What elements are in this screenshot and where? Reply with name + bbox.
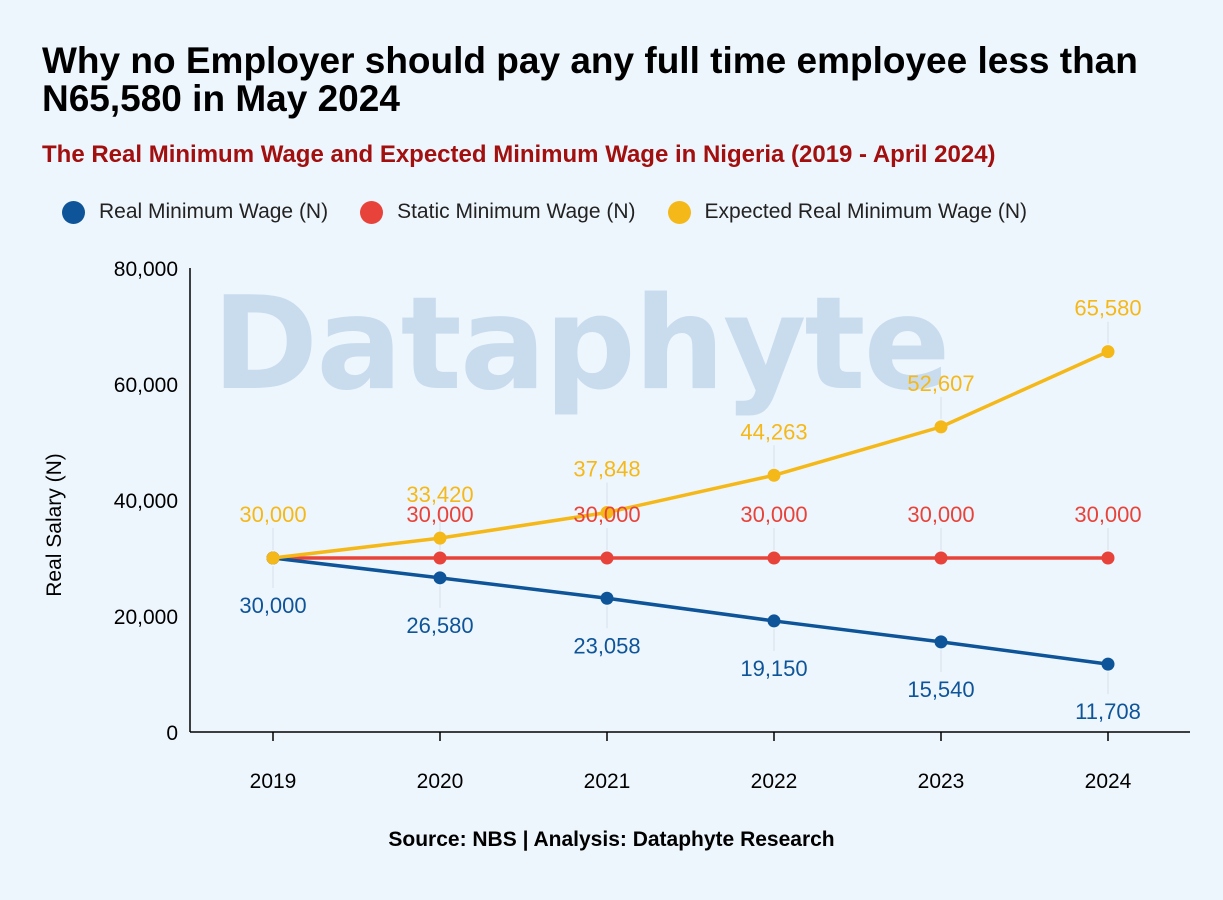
data-point-0 xyxy=(934,635,948,649)
legend-item-expected[interactable]: Expected Real Minimum Wage (N) xyxy=(667,200,1028,224)
data-point-2 xyxy=(934,420,948,434)
data-label-1: 30,000 xyxy=(573,502,640,527)
legend-label-real: Real Minimum Wage (N) xyxy=(99,200,329,223)
chart-subtitle: The Real Minimum Wage and Expected Minim… xyxy=(42,141,996,168)
data-point-1 xyxy=(433,551,447,565)
data-label-0: 15,540 xyxy=(907,677,974,702)
data-label-2: 33,420 xyxy=(406,482,473,507)
data-point-2 xyxy=(433,531,447,545)
data-point-0 xyxy=(1101,657,1115,671)
y-tick-label: 20,000 xyxy=(114,606,178,629)
data-point-0 xyxy=(767,614,781,628)
data-label-2: 44,263 xyxy=(740,419,807,444)
x-tick-label: 2019 xyxy=(250,770,297,793)
data-point-1 xyxy=(600,551,614,565)
legend-item-real[interactable]: Real Minimum Wage (N) xyxy=(62,200,328,224)
data-label-1: 30,000 xyxy=(406,502,473,527)
data-label-0: 30,000 xyxy=(239,593,306,618)
data-label-1: 30,000 xyxy=(1074,502,1141,527)
legend: Real Minimum Wage (N) Static Minimum Wag… xyxy=(62,196,1059,228)
legend-label-expected: Expected Real Minimum Wage (N) xyxy=(704,200,1028,223)
data-point-2 xyxy=(1101,345,1115,359)
data-label-1: 30,000 xyxy=(907,502,974,527)
data-label-2: 52,607 xyxy=(907,371,974,396)
x-tick-label: 2023 xyxy=(918,770,965,793)
y-tick-label: 0 xyxy=(166,722,178,745)
x-tick-label: 2020 xyxy=(417,770,464,793)
legend-marker-real xyxy=(62,200,85,224)
legend-label-static: Static Minimum Wage (N) xyxy=(397,200,636,223)
source-note: Source: NBS | Analysis: Dataphyte Resear… xyxy=(388,828,835,851)
data-point-0 xyxy=(433,571,447,585)
legend-marker-static xyxy=(360,200,384,224)
y-tick-label: 60,000 xyxy=(114,374,178,397)
series-line-0 xyxy=(272,556,1109,666)
y-tick-label: 40,000 xyxy=(114,490,178,513)
data-point-2 xyxy=(600,505,614,519)
data-point-1 xyxy=(934,551,948,565)
data-label-0: 26,580 xyxy=(406,613,473,638)
y-axis-title: Real Salary (N) xyxy=(43,453,66,597)
data-label-0: 23,058 xyxy=(573,633,640,658)
data-label-0: 19,150 xyxy=(740,656,807,681)
data-point-1 xyxy=(1101,551,1115,565)
data-point-1 xyxy=(767,551,781,565)
data-point-2 xyxy=(266,551,280,565)
data-label-0: 11,708 xyxy=(1075,699,1141,724)
y-tick-label: 80,000 xyxy=(114,258,178,281)
data-label-2: 65,580 xyxy=(1074,296,1141,321)
legend-item-static[interactable]: Static Minimum Wage (N) xyxy=(360,200,636,224)
data-label-2: 30,000 xyxy=(239,502,306,527)
data-point-0 xyxy=(600,591,614,605)
data-label-2: 37,848 xyxy=(573,456,640,481)
x-tick-label: 2024 xyxy=(1085,770,1132,793)
x-tick-label: 2021 xyxy=(584,770,631,793)
data-label-1: 30,000 xyxy=(740,502,807,527)
x-tick-label: 2022 xyxy=(751,770,798,793)
legend-marker-expected xyxy=(667,200,691,224)
watermark-logo: Dataphyte xyxy=(212,270,950,419)
data-point-2 xyxy=(767,468,781,482)
chart-title: Why no Employer should pay any full time… xyxy=(42,40,1138,119)
series-line-2 xyxy=(272,350,1109,560)
